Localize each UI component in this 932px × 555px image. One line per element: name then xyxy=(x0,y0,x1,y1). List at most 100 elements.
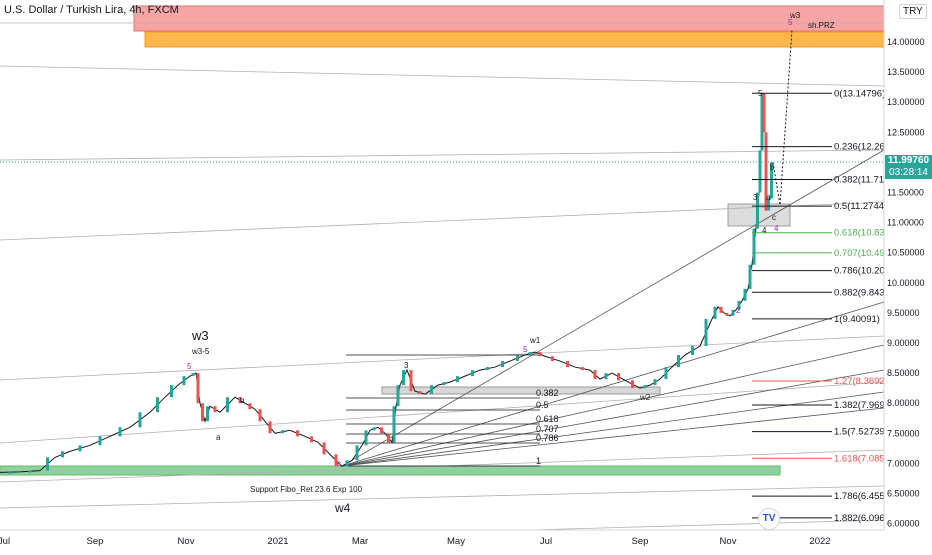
fan-line xyxy=(341,407,885,467)
candle xyxy=(471,370,474,377)
x-tick-label: Sep xyxy=(632,536,649,547)
bar-countdown: 03:28:14 xyxy=(889,167,928,178)
x-tick-label: Nov xyxy=(178,536,195,547)
candle xyxy=(764,132,768,211)
fib-level-label: 1.786(6.4557 xyxy=(834,491,890,502)
candle xyxy=(756,192,759,229)
x-tick-label: 2022 xyxy=(809,536,830,547)
candle xyxy=(364,430,368,446)
candle xyxy=(258,409,262,422)
fib-level-label: 0(13.14796) xyxy=(834,88,885,99)
candle xyxy=(170,385,173,398)
wave-label: c xyxy=(337,459,341,468)
candle xyxy=(182,376,186,386)
resistance-zone-orange xyxy=(144,31,885,48)
candle xyxy=(643,385,647,389)
wave-label: 3 xyxy=(753,193,758,202)
candle xyxy=(664,367,668,380)
candle xyxy=(442,382,446,386)
candle xyxy=(98,436,102,446)
wave-label: b xyxy=(240,396,245,405)
candle xyxy=(281,430,284,434)
trend-line xyxy=(0,149,885,161)
candle xyxy=(268,421,272,434)
candle xyxy=(191,373,195,377)
last-price-value: 11.99760 xyxy=(887,155,930,166)
wave-label: 2 xyxy=(736,306,741,315)
last-price-tag: 11.99760 03:28:14 xyxy=(885,155,932,179)
wave-label: 4 xyxy=(774,224,779,233)
wave-label: b xyxy=(770,163,775,172)
y-tick-label: 7.00000 xyxy=(887,458,920,468)
y-tick-label: 6.00000 xyxy=(887,519,920,529)
candle xyxy=(593,370,597,380)
candle xyxy=(61,451,64,458)
candle xyxy=(355,445,359,461)
time-axis-bg xyxy=(0,530,932,550)
candle xyxy=(677,355,680,368)
candle xyxy=(322,442,326,455)
mid-fib-label: 1 xyxy=(536,456,541,466)
candle xyxy=(566,361,569,368)
y-tick-label: 6.50000 xyxy=(887,489,920,499)
candle xyxy=(758,150,762,193)
fan-line xyxy=(341,344,885,467)
fan-line xyxy=(341,301,885,467)
candle xyxy=(430,385,433,395)
wave-label: w2 xyxy=(639,393,651,402)
y-tick-label: 11.00000 xyxy=(887,218,924,228)
candle xyxy=(396,385,400,407)
candle xyxy=(516,355,519,362)
support-annotation: Support Fibo_Ret 23.6 Exp 100 xyxy=(250,485,363,494)
x-tick-label: 2021 xyxy=(267,536,288,547)
candle xyxy=(8,471,12,474)
wave-label: w4 xyxy=(334,501,351,515)
y-tick-label: 10.50000 xyxy=(887,248,925,258)
y-tick-label: 8.00000 xyxy=(887,398,920,408)
fan-line xyxy=(341,369,885,467)
candle xyxy=(617,373,620,381)
projection-line xyxy=(772,29,793,206)
candle xyxy=(486,367,489,371)
trend-line xyxy=(0,381,885,444)
y-tick-label: 13.50000 xyxy=(887,67,925,77)
candle xyxy=(402,370,405,386)
fib-level-label: 1.382(7.9695 xyxy=(834,400,890,411)
x-tick-label: Sep xyxy=(87,536,104,547)
candle xyxy=(213,406,217,413)
wave2-box xyxy=(381,386,661,395)
candle xyxy=(201,403,204,422)
candle xyxy=(226,397,229,413)
candle xyxy=(743,288,747,301)
candle xyxy=(372,427,376,431)
x-tick-label: Mar xyxy=(352,536,368,547)
candle xyxy=(501,361,504,368)
y-tick-label: 11.50000 xyxy=(887,188,924,198)
candle xyxy=(752,228,756,265)
candle xyxy=(138,412,142,428)
candle xyxy=(409,370,413,392)
y-tick-label: 10.00000 xyxy=(887,278,925,288)
currency-badge[interactable]: TRY xyxy=(899,4,927,19)
candle xyxy=(118,427,122,437)
candle xyxy=(704,318,708,347)
candle xyxy=(345,460,349,467)
candle xyxy=(767,198,770,211)
candle xyxy=(725,312,729,316)
candle xyxy=(737,300,741,310)
candle xyxy=(538,352,542,357)
trend-line xyxy=(0,65,885,87)
candle xyxy=(604,373,608,380)
candle xyxy=(46,457,49,471)
candle xyxy=(731,309,735,316)
mid-fib-label: 0.707 xyxy=(536,424,559,434)
y-tick-label: 7.50000 xyxy=(887,428,920,438)
wave-label: 4 xyxy=(762,226,767,235)
fib-level-label: 0.882(9.8430 xyxy=(834,287,890,298)
candle xyxy=(762,93,766,133)
tradingview-logo-icon[interactable]: TV xyxy=(758,508,780,530)
x-tick-label: Jul xyxy=(0,536,10,547)
fib-level-label: 0.786(10.202 xyxy=(834,266,890,277)
